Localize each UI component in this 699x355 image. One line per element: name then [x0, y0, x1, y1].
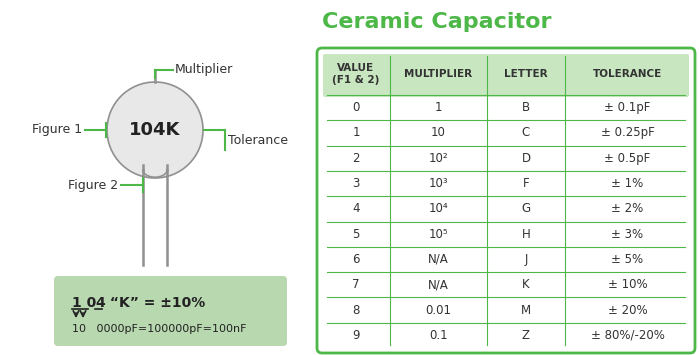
Text: 10: 10	[431, 126, 446, 140]
Text: ± 1%: ± 1%	[612, 177, 644, 190]
Text: 4: 4	[352, 202, 360, 215]
Text: ± 80%/-20%: ± 80%/-20%	[591, 329, 665, 342]
Text: N/A: N/A	[428, 278, 449, 291]
Text: M: M	[521, 304, 531, 317]
Text: B: B	[522, 101, 530, 114]
Text: LETTER: LETTER	[504, 69, 548, 79]
Text: Multiplier: Multiplier	[175, 64, 233, 76]
Text: 7: 7	[352, 278, 360, 291]
Text: ± 0.25pF: ± 0.25pF	[600, 126, 654, 140]
Text: 10²: 10²	[428, 152, 448, 165]
Text: 0: 0	[352, 101, 360, 114]
Text: MULTIPLIER: MULTIPLIER	[405, 69, 473, 79]
Text: J: J	[524, 253, 528, 266]
Text: Figure 2: Figure 2	[68, 179, 118, 191]
Text: 10⁵: 10⁵	[428, 228, 448, 241]
Text: ± 10%: ± 10%	[607, 278, 647, 291]
Text: 1: 1	[435, 101, 442, 114]
Text: Z: Z	[522, 329, 530, 342]
Text: Ceramic Capacitor: Ceramic Capacitor	[322, 12, 552, 32]
Text: 4: 4	[95, 296, 105, 310]
Text: K: K	[522, 278, 530, 291]
Text: D: D	[521, 152, 531, 165]
Text: H: H	[521, 228, 531, 241]
Text: N/A: N/A	[428, 253, 449, 266]
Text: 1: 1	[352, 126, 360, 140]
Text: “K” = ±10%: “K” = ±10%	[105, 296, 206, 310]
Text: 0.1: 0.1	[429, 329, 448, 342]
Circle shape	[107, 82, 203, 178]
Text: VALUE
(F1 & 2): VALUE (F1 & 2)	[332, 63, 380, 85]
Text: ± 2%: ± 2%	[612, 202, 644, 215]
Text: G: G	[521, 202, 531, 215]
Text: Tolerance: Tolerance	[228, 133, 288, 147]
Text: ± 5%: ± 5%	[612, 253, 644, 266]
FancyBboxPatch shape	[317, 48, 695, 353]
FancyBboxPatch shape	[54, 276, 287, 346]
Text: 5: 5	[352, 228, 360, 241]
Text: 1 0: 1 0	[72, 296, 96, 310]
Text: 10⁴: 10⁴	[428, 202, 448, 215]
Text: ± 0.5pF: ± 0.5pF	[605, 152, 651, 165]
FancyBboxPatch shape	[323, 54, 689, 97]
Text: 10³: 10³	[428, 177, 448, 190]
Text: 2: 2	[352, 152, 360, 165]
Text: 9: 9	[352, 329, 360, 342]
Text: ± 0.1pF: ± 0.1pF	[605, 101, 651, 114]
Text: F: F	[523, 177, 529, 190]
Text: Figure 1: Figure 1	[32, 124, 82, 137]
Text: 104K: 104K	[129, 121, 180, 139]
Text: TOLERANCE: TOLERANCE	[593, 69, 662, 79]
Text: ± 20%: ± 20%	[607, 304, 647, 317]
Text: 10   0000pF=100000pF=100nF: 10 0000pF=100000pF=100nF	[72, 324, 247, 334]
Text: ± 3%: ± 3%	[612, 228, 644, 241]
Text: 8: 8	[352, 304, 360, 317]
Text: C: C	[522, 126, 530, 140]
Text: 0.01: 0.01	[426, 304, 452, 317]
Text: 6: 6	[352, 253, 360, 266]
Text: 3: 3	[352, 177, 360, 190]
